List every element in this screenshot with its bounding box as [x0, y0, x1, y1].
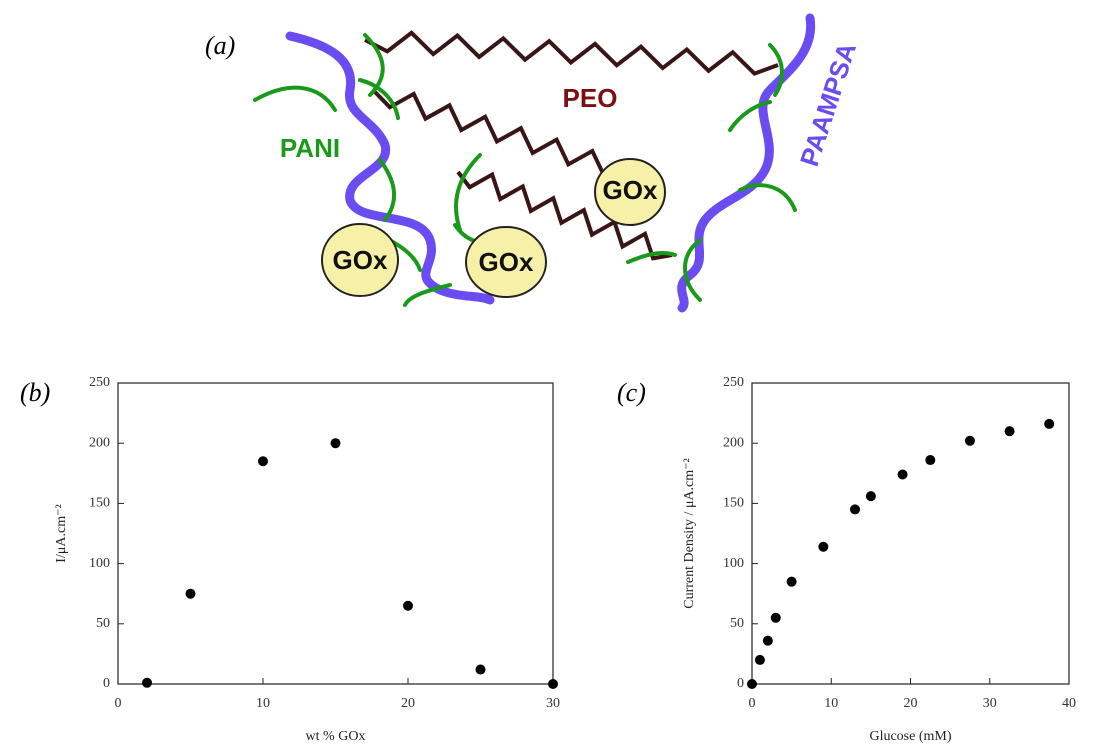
- pani: [738, 183, 797, 212]
- data-point: [1004, 426, 1015, 437]
- polymer: [285, 31, 495, 305]
- data-point: [1044, 418, 1055, 429]
- scatter-chart: (b) 0 50 100 150 200 250 0 10 20 30 wt % GOx I/μA.cm…: [20, 375, 560, 744]
- y-axis-label: I/μA.cm⁻²: [54, 504, 69, 562]
- y-tick-label: 50: [96, 616, 110, 631]
- x-tick-label: 10: [256, 696, 270, 711]
- y-tick-label: 100: [89, 556, 110, 571]
- y-tick-label: 250: [723, 375, 744, 390]
- plot-frame: [117, 382, 554, 685]
- data-point: [897, 469, 908, 480]
- plot-frame: [751, 382, 1070, 685]
- enzyme-label: GOx: [333, 245, 388, 275]
- enzyme: [465, 226, 547, 298]
- pani: [363, 33, 385, 97]
- pani: [358, 78, 400, 120]
- scatter-chart: (c) 0 50 100 150 200 250 0 10 20 30 40 Glucose (mM) C…: [617, 375, 1076, 744]
- enzyme-label: GOx: [603, 175, 658, 205]
- data-point: [762, 635, 773, 646]
- y-tick-label: 50: [730, 616, 744, 631]
- x-axis-label: wt % GOx: [306, 729, 366, 744]
- data-point: [142, 677, 152, 688]
- x-axis-label: Glucose (mM): [869, 729, 951, 744]
- peo-chain: [364, 30, 779, 76]
- data-point: [747, 679, 757, 689]
- y-tick-label: 100: [723, 556, 744, 571]
- data-point: [925, 455, 936, 466]
- y-tick-label: 0: [737, 676, 744, 691]
- x-tick-label: 0: [115, 696, 122, 711]
- enzymes: [321, 158, 666, 298]
- x-tick-label: 40: [1062, 696, 1076, 711]
- x-tick-label: 10: [824, 696, 838, 711]
- peo-label: PEO: [563, 83, 618, 113]
- y-tick-label: 250: [89, 375, 110, 390]
- panel-label: (b): [20, 378, 50, 407]
- y-axis-label: Current Density / μA.cm⁻²: [682, 458, 697, 609]
- data-point: [258, 456, 268, 467]
- data-point: [818, 541, 829, 552]
- enzyme: [594, 158, 666, 226]
- data-point: [754, 654, 765, 665]
- x-tick-label: 30: [546, 696, 560, 711]
- data-point: [850, 504, 861, 515]
- y-tick-label: 200: [723, 435, 744, 450]
- diagram: (a) PEO PANI PAAMPSA GO: [205, 13, 862, 313]
- data-point: [865, 491, 876, 502]
- pani: [454, 153, 482, 232]
- pani: [683, 238, 702, 302]
- pani: [728, 100, 772, 132]
- panel-label: (c): [617, 378, 646, 407]
- data-point: [786, 576, 797, 587]
- x-tick-label: 20: [401, 696, 415, 711]
- y-tick-label: 0: [103, 676, 110, 691]
- data-point: [770, 612, 781, 623]
- peo-chain: [373, 90, 626, 179]
- data-point: [548, 679, 558, 689]
- pani: [626, 251, 677, 264]
- data-point: [403, 600, 413, 611]
- pani-label: PANI: [280, 133, 340, 163]
- y-tick-label: 150: [723, 496, 744, 511]
- pani: [378, 158, 397, 222]
- pani: [253, 85, 337, 112]
- y-tick-label: 150: [89, 496, 110, 511]
- pani-chains: [253, 33, 797, 307]
- x-tick-label: 0: [749, 696, 756, 711]
- x-tick-label: 20: [904, 696, 918, 711]
- pani: [768, 43, 784, 97]
- data-point: [185, 588, 196, 599]
- data-point: [475, 664, 486, 675]
- data-point: [964, 435, 975, 446]
- y-tick-label: 200: [89, 435, 110, 450]
- panel-label: (a): [205, 31, 235, 60]
- peo-chain: [456, 170, 673, 261]
- pani: [403, 283, 452, 307]
- peo-chains: [364, 30, 779, 261]
- enzyme: [321, 223, 399, 297]
- data-point: [330, 438, 341, 449]
- enzyme-label: GOx: [479, 247, 534, 277]
- x-tick-label: 30: [983, 696, 997, 711]
